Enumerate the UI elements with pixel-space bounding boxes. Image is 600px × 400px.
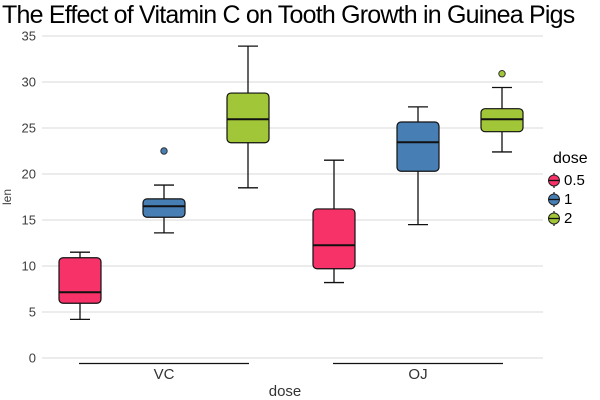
x-tick-label-OJ: OJ (408, 366, 427, 383)
legend: dose 0.5 1 2 (547, 150, 588, 228)
legend-item-label: 0.5 (564, 172, 585, 189)
y-tick-label-35: 35 (22, 29, 36, 44)
y-axis-title: len (0, 189, 14, 205)
boxplot-key-icon (548, 192, 560, 207)
legend-item-1[interactable]: 1 (547, 190, 588, 209)
legend-item-2[interactable]: 2 (547, 209, 588, 228)
y-tick-label-0: 0 (29, 351, 36, 366)
legend-item-label: 2 (564, 210, 573, 227)
box-rect[interactable] (312, 208, 356, 270)
y-tick-label-10: 10 (22, 259, 36, 274)
x-axis-title: dose (269, 383, 302, 400)
box-VC-1[interactable] (142, 147, 186, 234)
legend-title: dose (553, 150, 588, 167)
legend-items: 0.5 1 2 (547, 171, 588, 228)
y-tick-label-25: 25 (22, 121, 36, 136)
boxplot-key-icon (548, 211, 560, 226)
outlier-point[interactable] (498, 70, 506, 78)
legend-item-label: 1 (564, 191, 573, 208)
chart-title: The Effect of Vitamin C on Tooth Growth … (2, 1, 575, 29)
y-tick-label-20: 20 (22, 167, 36, 182)
y-tick-label-5: 5 (29, 305, 36, 320)
box-OJ-1[interactable] (396, 106, 440, 226)
boxplot-key-icon (548, 173, 560, 188)
y-tick-label-15: 15 (22, 213, 36, 228)
box-rect[interactable] (396, 121, 440, 172)
box-rect[interactable] (142, 198, 186, 218)
box-rect[interactable] (226, 92, 270, 144)
x-tick-label-VC: VC (154, 366, 175, 383)
box-OJ-0.5[interactable] (312, 159, 356, 284)
box-VC-2[interactable] (226, 45, 270, 189)
outlier-point[interactable] (160, 147, 168, 155)
y-tick-label-30: 30 (22, 75, 36, 90)
box-OJ-2[interactable] (480, 70, 524, 153)
legend-item-0.5[interactable]: 0.5 (547, 171, 588, 190)
box-VC-0.5[interactable] (58, 251, 102, 321)
box-rect[interactable] (58, 257, 102, 304)
